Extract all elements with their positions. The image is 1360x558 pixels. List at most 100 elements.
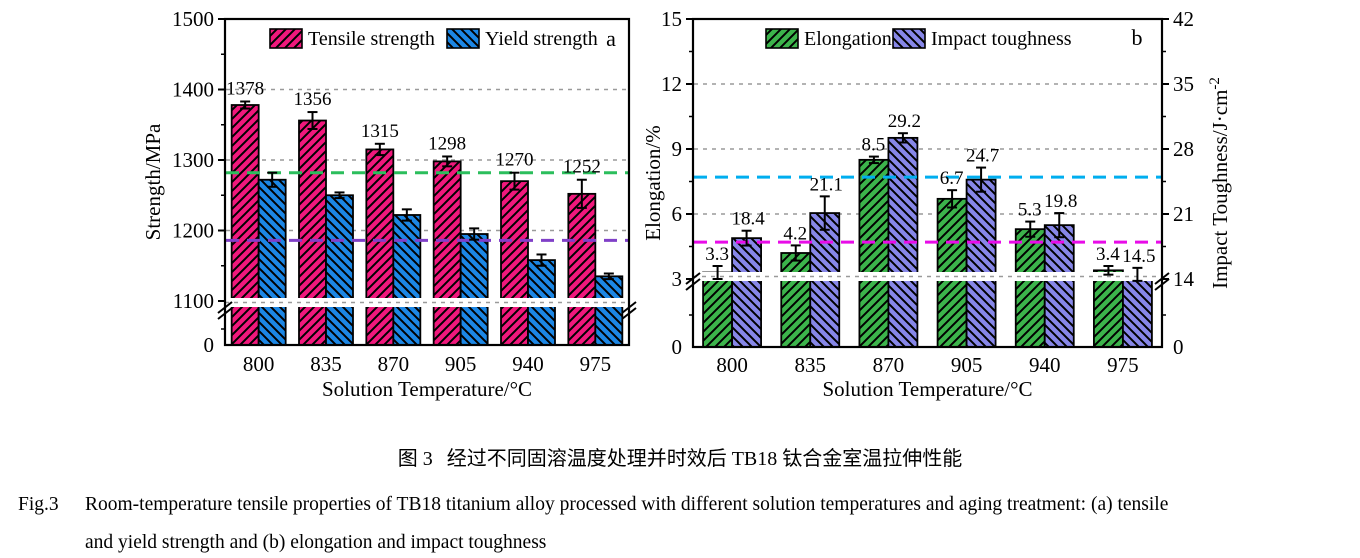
- value-label-tensile-800: 1378: [226, 78, 264, 99]
- value-label-elongation-940: 5.3: [1018, 200, 1042, 221]
- legend-label-yield: Yield strength: [485, 28, 598, 50]
- x-tick-label-905: 905: [951, 353, 983, 377]
- y-left-tick-label-15: 15: [661, 7, 682, 31]
- y-tick-label-1200: 1200: [172, 219, 214, 243]
- x-tick-label-870: 870: [378, 352, 410, 376]
- plot-frame-b: [691, 17, 1164, 349]
- y-axis-title-b-right: Impact Toughness/J·cm-2: [1207, 77, 1232, 289]
- legend-label-impact: Impact toughness: [931, 28, 1072, 50]
- axis-break-mark: [1154, 278, 1170, 291]
- x-tick-label-870: 870: [873, 353, 905, 377]
- value-label-tensile-905: 1298: [428, 133, 466, 154]
- bar-tensile-800: [230, 104, 260, 346]
- bar-yield-870: [392, 214, 422, 346]
- x-tick-label-975: 975: [580, 352, 612, 376]
- x-tick-label-800: 800: [243, 352, 275, 376]
- y-axis-title-a: Strength/MPa: [141, 123, 165, 240]
- y-right-tick-label-0: 0: [1173, 335, 1184, 359]
- bar-elongation-940: [1014, 228, 1046, 348]
- y-right-tick-label-21: 21: [1173, 202, 1194, 226]
- value-label-elongation-835: 4.2: [783, 223, 807, 244]
- value-label-tensile-975: 1252: [563, 157, 601, 178]
- value-label-elongation-800: 3.3: [705, 244, 729, 265]
- caption-english-line1: Room-temperature tensile properties of T…: [85, 494, 1169, 515]
- plot-frame-a: [223, 17, 631, 347]
- axis-break-mark: [621, 307, 637, 320]
- y-axis-title-b-left: Elongation/%: [641, 125, 665, 240]
- caption-chinese: 图 3 经过不同固溶温度处理并时效后 TB18 钛合金室温拉伸性能: [0, 442, 1360, 471]
- legend-swatch-impact: [892, 28, 926, 49]
- y-left-tick-label-12: 12: [661, 72, 682, 96]
- value-label-tensile-870: 1315: [361, 121, 399, 142]
- value-label-elongation-870: 8.5: [862, 135, 886, 156]
- y-tick-label-0: 0: [204, 333, 215, 357]
- y-right-tick-label-35: 35: [1173, 72, 1194, 96]
- x-tick-label-800: 800: [716, 353, 748, 377]
- y-left-tick-label-0: 0: [672, 335, 683, 359]
- value-label-impact-940: 19.8: [1044, 191, 1077, 212]
- bar-tensile-905: [432, 160, 462, 346]
- bar-tensile-835: [298, 119, 327, 346]
- bar-tensile-975: [567, 192, 597, 346]
- legend-label-elongation: Elongation: [804, 28, 892, 50]
- caption-english: Fig.3 Room-temperature tensile propertie…: [18, 486, 1350, 558]
- x-tick-label-835: 835: [310, 352, 342, 376]
- x-tick-label-940: 940: [1029, 353, 1061, 377]
- y-tick-label-1400: 1400: [172, 78, 214, 102]
- value-label-elongation-905: 6.7: [940, 168, 964, 189]
- x-axis-title-a: Solution Temperature/°C: [322, 377, 532, 401]
- caption-english-body: Room-temperature tensile properties of T…: [85, 486, 1350, 558]
- panel-label-b: b: [1132, 25, 1143, 50]
- axis-break-mark: [217, 301, 233, 314]
- bar-impact-975: [1122, 273, 1153, 348]
- bar-tensile-940: [500, 180, 529, 346]
- value-label-elongation-975: 3.4: [1096, 244, 1120, 265]
- y-left-tick-label-6: 6: [672, 202, 683, 226]
- y-right-tick-label-42: 42: [1173, 7, 1194, 31]
- y-left-tick-label-3: 3: [672, 267, 683, 291]
- x-tick-label-975: 975: [1107, 353, 1139, 377]
- value-label-impact-870: 29.2: [888, 111, 921, 132]
- caption-fig-label: Fig.3: [18, 494, 59, 515]
- x-axis-title-b: Solution Temperature/°C: [822, 377, 1032, 401]
- bar-impact-905: [965, 178, 997, 348]
- value-label-tensile-940: 1270: [496, 150, 534, 171]
- bar-elongation-975: [1093, 269, 1124, 348]
- value-label-impact-800: 18.4: [731, 209, 765, 230]
- x-tick-label-940: 940: [512, 352, 544, 376]
- legend-label-tensile: Tensile strength: [308, 28, 435, 50]
- chart-b: 3.318.44.221.18.529.26.724.75.3 19.83.4 14…: [641, 7, 1232, 401]
- chart-a: 1378 1356 1315 1298 1270 1252 1100 1200 1300 1400…: [141, 7, 637, 401]
- bar-yield-905: [459, 233, 489, 346]
- x-tick-label-835: 835: [795, 353, 827, 377]
- y-right-tick-label-14: 14: [1173, 267, 1195, 291]
- axis-break-mark: [685, 278, 701, 291]
- y-tick-label-1500: 1500: [172, 7, 214, 31]
- y-left-tick-label-9: 9: [672, 137, 683, 161]
- axis-break-mark: [621, 301, 637, 314]
- legend-swatch-tensile: [269, 28, 303, 49]
- legend-swatch-yield: [446, 28, 480, 49]
- bar-yield-800: [257, 178, 287, 346]
- bar-tensile-870: [365, 148, 395, 346]
- caption-english-line2: and yield strength and (b) elongation an…: [85, 532, 547, 553]
- bar-elongation-800: [702, 271, 733, 348]
- x-tick-label-905: 905: [445, 352, 477, 376]
- y-right-tick-label-28: 28: [1173, 137, 1194, 161]
- value-label-impact-975: 14.5: [1122, 246, 1155, 267]
- value-label-impact-835: 21.1: [810, 174, 843, 195]
- bar-elongation-870: [858, 158, 890, 348]
- caption-chinese-number: 图 3: [397, 448, 433, 470]
- value-label-tensile-835: 1356: [294, 89, 332, 110]
- y-tick-label-1100: 1100: [173, 289, 214, 313]
- panel-label-a: a: [606, 26, 616, 51]
- caption-chinese-text: 经过不同固溶温度处理并时效后 TB18 钛合金室温拉伸性能: [446, 448, 963, 470]
- axis-break-mark: [217, 307, 233, 320]
- y-tick-label-1300: 1300: [172, 148, 214, 172]
- bar-yield-835: [325, 194, 354, 346]
- bar-elongation-835: [780, 252, 812, 348]
- legend-swatch-elongation: [765, 28, 799, 49]
- bar-yield-975: [594, 275, 624, 346]
- value-label-impact-905: 24.7: [966, 146, 999, 167]
